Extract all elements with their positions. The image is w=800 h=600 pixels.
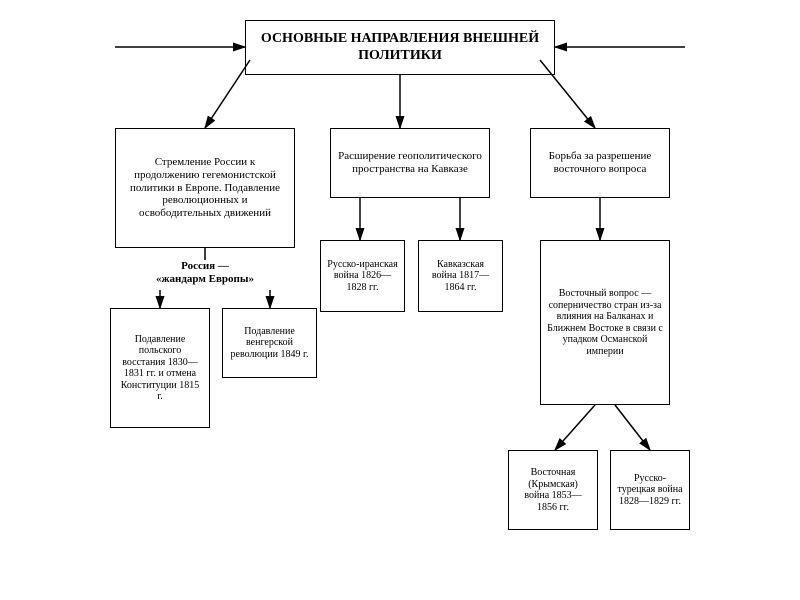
leaf-b3c-text: Русско-турецкая война 1828—1829 гг. — [617, 473, 683, 508]
leaf-b2b-text: Кавказская война 1817—1864 гг. — [425, 259, 496, 294]
branch-1-label: Россия — «жандарм Европы» — [140, 260, 270, 290]
leaf-b1b-text: Подавление венгерской революции 1849 г. — [229, 326, 310, 361]
leaf-b2b: Кавказская война 1817—1864 гг. — [418, 240, 503, 312]
leaf-b1a: Подавление польского восстания 1830—1831… — [110, 308, 210, 428]
leaf-b1b: Подавление венгерской революции 1849 г. — [222, 308, 317, 378]
leaf-b3a-text: Восточный вопрос — соперничество стран и… — [547, 288, 663, 357]
title-box: ОСНОВНЫЕ НАПРАВЛЕНИЯ ВНЕШНЕЙ ПОЛИТИКИ — [245, 20, 555, 75]
branch-1: Стремление России к продолжению гегемони… — [115, 128, 295, 248]
leaf-b3b: Восточная (Крымская) война 1853—1856 гг. — [508, 450, 598, 530]
leaf-b2a-text: Русско-иранская война 1826—1828 гг. — [327, 259, 398, 294]
branch-1-label-l2: «жандарм Европы» — [156, 273, 254, 285]
title-text: ОСНОВНЫЕ НАПРАВЛЕНИЯ ВНЕШНЕЙ ПОЛИТИКИ — [252, 31, 548, 63]
branch-2-text: Расширение геополитического пространства… — [337, 150, 483, 175]
leaf-b1a-text: Подавление польского восстания 1830—1831… — [117, 334, 203, 403]
branch-1-label-l1: Россия — — [181, 260, 229, 272]
branch-2: Расширение геополитического пространства… — [330, 128, 490, 198]
branch-1-text: Стремление России к продолжению гегемони… — [122, 156, 288, 219]
leaf-b2a: Русско-иранская война 1826—1828 гг. — [320, 240, 405, 312]
leaf-b3a: Восточный вопрос — соперничество стран и… — [540, 240, 670, 405]
leaf-b3c: Русско-турецкая война 1828—1829 гг. — [610, 450, 690, 530]
leaf-b3b-text: Восточная (Крымская) война 1853—1856 гг. — [515, 467, 591, 513]
branch-3: Борьба за разрешение восточного вопроса — [530, 128, 670, 198]
branch-3-text: Борьба за разрешение восточного вопроса — [537, 150, 663, 175]
